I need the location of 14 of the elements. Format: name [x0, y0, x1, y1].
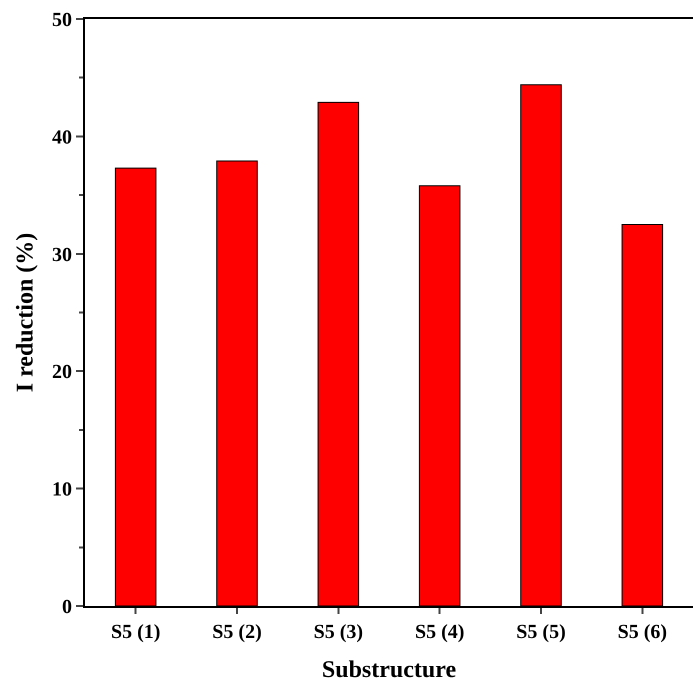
x-tick-label: S5 (5) [516, 621, 566, 643]
y-tick-label: 40 [52, 126, 72, 148]
y-tick-label: 50 [52, 9, 72, 31]
x-axis-title: Substructure [322, 656, 456, 683]
y-tick-label: 10 [52, 478, 72, 501]
y-tick-label: 30 [52, 244, 72, 266]
x-tick-label: S5 (2) [212, 621, 262, 643]
y-axis-title: I reduction (%) [12, 232, 39, 392]
x-tick-label: S5 (4) [414, 621, 464, 643]
x-tick-label: S5 (1) [110, 621, 160, 643]
x-tick-label: S5 (6) [618, 621, 668, 643]
y-tick-label: 20 [52, 361, 72, 384]
x-tick-label: S5 (3) [314, 621, 364, 643]
y-tick-label: 0 [62, 596, 72, 618]
